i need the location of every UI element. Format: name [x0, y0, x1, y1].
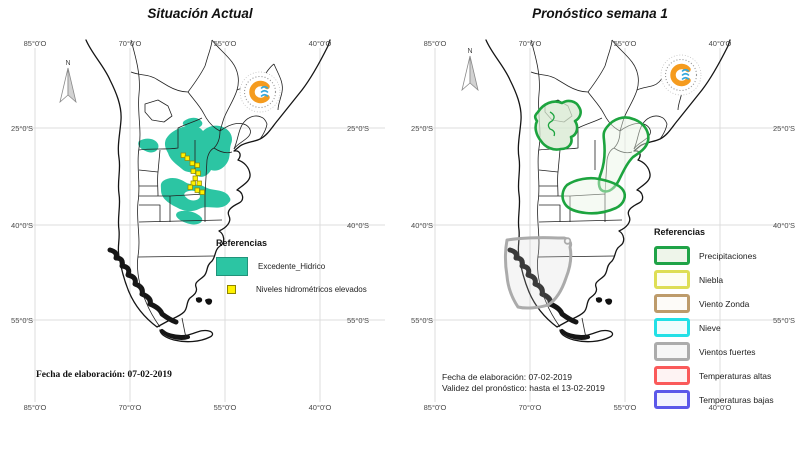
tick-lat: 25°0'S	[11, 124, 33, 133]
legend-item-viento-zonda: Viento Zonda	[654, 294, 774, 313]
tick-lat: 55°0'S	[773, 316, 795, 325]
legend-item-temperaturas-altas: Temperaturas altas	[654, 366, 774, 385]
right-map-canvas[interactable]: 85°0'O 70°0'O 55°0'O 40°0'O 85°0'O 70°0'…	[400, 0, 800, 450]
legend-item-vientos-fuertes: Vientos fuertes	[654, 342, 774, 361]
tick-lon: 40°0'O	[709, 39, 732, 48]
tick-lon: 55°0'O	[614, 403, 637, 412]
tick-lat: 40°0'S	[773, 221, 795, 230]
left-map-title: Situación Actual	[147, 6, 253, 21]
excedente-hidrico-swatch	[216, 257, 248, 276]
tick-lat: 40°0'S	[11, 221, 33, 230]
tick-lat: 55°0'S	[11, 316, 33, 325]
tick-lon: 70°0'O	[119, 39, 142, 48]
graticule	[418, 48, 785, 402]
right-elaboration-date: Fecha de elaboración: 07-02-2019	[442, 372, 572, 382]
tick-lon: 85°0'O	[24, 403, 47, 412]
precipitaciones-regions	[533, 99, 650, 215]
graticule	[18, 48, 385, 402]
legend-item-niebla: Niebla	[654, 270, 774, 289]
legend-item-label: Niebla	[699, 274, 724, 285]
tick-lat: 25°0'S	[411, 124, 433, 133]
tick-lon: 55°0'O	[214, 403, 237, 412]
tick-lat: 40°0'S	[347, 221, 369, 230]
legend-item-label: Temperaturas bajas	[699, 394, 774, 405]
vientos-fuertes-region	[504, 236, 573, 310]
legend-item-label: Niveles hidrométricos elevados	[256, 285, 367, 294]
tick-lat: 40°0'S	[411, 221, 433, 230]
left-legend: Referencias Excedente_Hidrico Niveles hi…	[216, 238, 367, 303]
legend-item-label: Viento Zonda	[699, 298, 750, 309]
institution-logo	[661, 55, 701, 95]
legend-item-label: Vientos fuertes	[699, 346, 756, 357]
niveles-hidrometricos-layer	[180, 152, 205, 195]
nieve-swatch	[654, 318, 690, 337]
panel-situacion-actual: Situación Actual 85	[0, 0, 400, 450]
right-map-title: Pronóstico semana 1	[532, 6, 668, 21]
legend-item-label: Nieve	[699, 322, 721, 333]
north-arrow	[59, 59, 77, 103]
right-footer: Fecha de elaboración: 07-02-2019 Validez…	[442, 372, 605, 394]
tick-lon: 40°0'O	[309, 39, 332, 48]
precipitaciones-swatch	[654, 246, 690, 265]
legend-item-niveles-hidrometricos: Niveles hidrométricos elevados	[216, 285, 367, 294]
viento-zonda-swatch	[654, 294, 690, 313]
legend-item-label: Temperaturas altas	[699, 370, 772, 381]
temperaturas-altas-swatch	[654, 366, 690, 385]
tick-lon: 70°0'O	[519, 39, 542, 48]
legend-item-label: Excedente_Hidrico	[258, 262, 326, 271]
temperaturas-bajas-swatch	[654, 390, 690, 409]
tick-lat: 55°0'S	[411, 316, 433, 325]
tick-lon: 70°0'O	[119, 403, 142, 412]
tick-lat: 25°0'S	[347, 124, 369, 133]
tick-lon: 55°0'O	[614, 39, 637, 48]
tick-lat: 55°0'S	[347, 316, 369, 325]
north-arrow	[461, 47, 479, 91]
tick-lat: 25°0'S	[773, 124, 795, 133]
tick-lon: 85°0'O	[24, 39, 47, 48]
legend-item-excedente-hidrico: Excedente_Hidrico	[216, 257, 367, 276]
right-legend: Referencias Precipitaciones Niebla Vient…	[654, 227, 774, 414]
axis-labels: 85°0'O 70°0'O 55°0'O 40°0'O 85°0'O 70°0'…	[411, 39, 795, 412]
legend-heading: Referencias	[654, 227, 706, 237]
nivel-hidrometrico-swatch	[226, 285, 236, 294]
vientos-fuertes-swatch	[654, 342, 690, 361]
legend-item-label: Precipitaciones	[699, 250, 757, 261]
tick-lon: 85°0'O	[424, 39, 447, 48]
legend-heading: Referencias	[216, 238, 268, 248]
tick-lon: 40°0'O	[709, 403, 732, 412]
right-validity-date: Validez del pronóstico: hasta el 13-02-2…	[442, 383, 605, 394]
axis-labels: 85°0'O 70°0'O 55°0'O 40°0'O 85°0'O 70°0'…	[11, 39, 369, 412]
legend-item-temperaturas-bajas: Temperaturas bajas	[654, 390, 774, 409]
tick-lon: 55°0'O	[214, 39, 237, 48]
institution-logo	[240, 72, 280, 112]
legend-item-precipitaciones: Precipitaciones	[654, 246, 774, 265]
left-map-canvas[interactable]: 85°0'O 70°0'O 55°0'O 40°0'O 85°0'O 70°0'…	[0, 0, 400, 450]
tick-lon: 85°0'O	[424, 403, 447, 412]
tick-lon: 40°0'O	[309, 403, 332, 412]
niebla-swatch	[654, 270, 690, 289]
panel-pronostico-semana-1: Pronóstico semana 1 85°0'O 70°0'O 55°0'O…	[400, 0, 800, 450]
legend-item-nieve: Nieve	[654, 318, 774, 337]
tick-lon: 70°0'O	[519, 403, 542, 412]
left-elaboration-date: Fecha de elaboración: 07-02-2019	[36, 370, 172, 380]
excedente-hole	[184, 190, 200, 201]
